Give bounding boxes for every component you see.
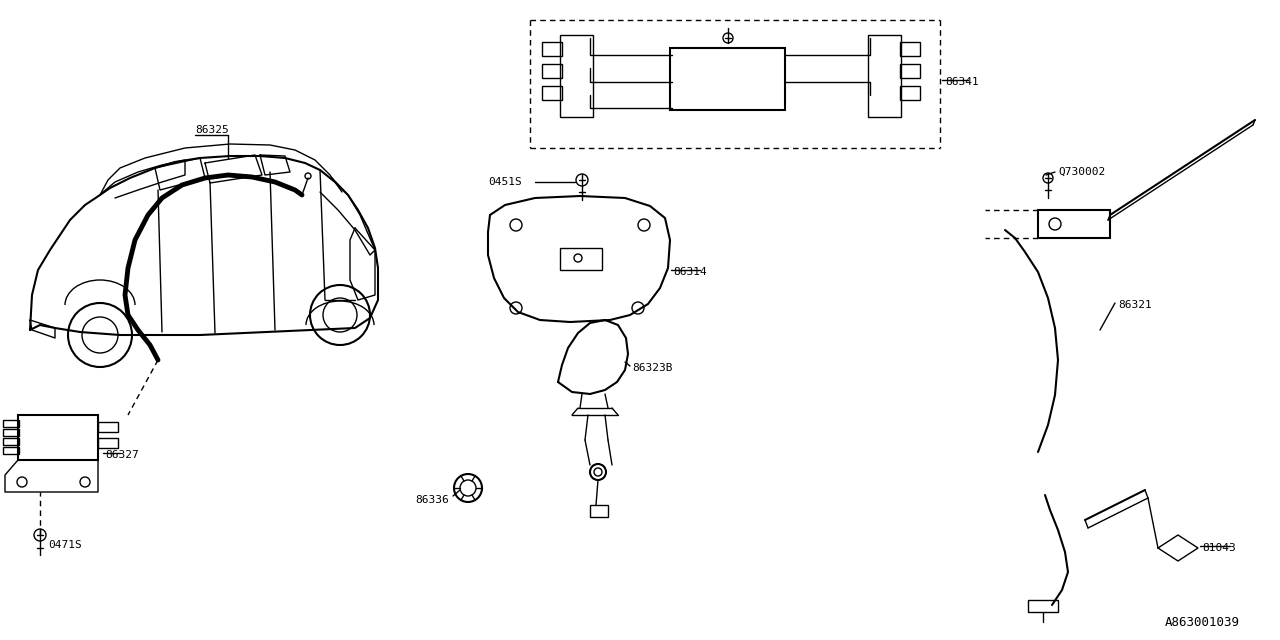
Bar	[99, 438, 118, 448]
Bar	[3, 420, 19, 427]
Text: 86321: 86321	[1117, 300, 1152, 310]
Bar	[3, 447, 19, 454]
Bar	[541, 64, 562, 78]
Bar	[541, 42, 562, 56]
Bar	[1038, 210, 1110, 238]
Text: 86327: 86327	[105, 450, 138, 460]
Bar	[3, 429, 19, 436]
Text: 0471S: 0471S	[49, 540, 82, 550]
Bar	[669, 48, 785, 110]
Text: 86341: 86341	[945, 77, 979, 87]
Bar	[900, 86, 920, 100]
Bar	[900, 64, 920, 78]
Text: 0451S: 0451S	[488, 177, 522, 187]
Bar	[99, 422, 118, 432]
Text: 86323B: 86323B	[632, 363, 672, 373]
Bar	[3, 438, 19, 445]
Text: 86336: 86336	[415, 495, 449, 505]
Bar	[868, 35, 901, 117]
Text: A863001039: A863001039	[1165, 616, 1240, 628]
Text: 86325: 86325	[195, 125, 229, 135]
Text: 81043: 81043	[1202, 543, 1235, 553]
Bar	[561, 248, 602, 270]
Bar	[900, 42, 920, 56]
Bar	[18, 415, 99, 460]
Bar	[541, 86, 562, 100]
Bar	[561, 35, 593, 117]
Bar	[1028, 600, 1059, 612]
Text: 86314: 86314	[673, 267, 707, 277]
Bar	[590, 505, 608, 517]
Text: Q730002: Q730002	[1059, 167, 1105, 177]
